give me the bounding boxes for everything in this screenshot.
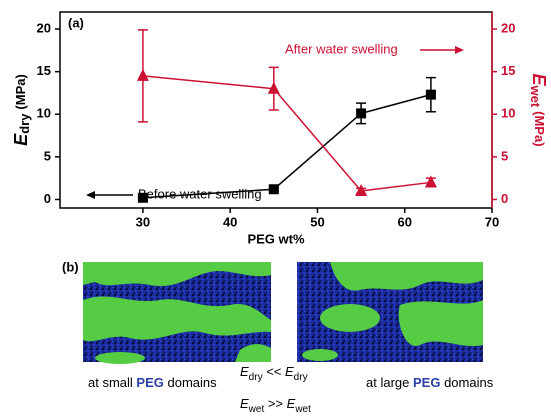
y-tick-label: 0 bbox=[44, 191, 51, 206]
y-tick-label: 20 bbox=[37, 20, 51, 35]
label-main: E bbox=[529, 73, 549, 86]
x-tick-label: 70 bbox=[485, 214, 499, 229]
caption-right: at large PEG domains bbox=[366, 375, 494, 390]
y2-tick-label: 5 bbox=[501, 148, 508, 163]
marker bbox=[425, 89, 436, 100]
panel-label: (b) bbox=[62, 259, 79, 274]
marker bbox=[136, 68, 149, 81]
micrograph-right bbox=[297, 262, 483, 362]
marker bbox=[424, 175, 437, 188]
y2-tick-label: 0 bbox=[501, 191, 508, 206]
label-unit: (MPa) bbox=[532, 111, 547, 146]
marker bbox=[137, 192, 148, 203]
y2-tick-label: 10 bbox=[501, 106, 515, 121]
micrograph-left bbox=[83, 262, 271, 364]
label-sub: dry bbox=[17, 113, 32, 134]
series-line bbox=[142, 75, 431, 192]
x-axis-label: PEG wt% bbox=[247, 231, 305, 246]
x-tick-label: 40 bbox=[223, 214, 237, 229]
x-tick-label: 50 bbox=[310, 214, 324, 229]
caption-left: at small PEG domains bbox=[88, 375, 217, 390]
y2-axis-label: Ewet (MPa) bbox=[528, 73, 550, 146]
y2-tick-label: 20 bbox=[501, 20, 515, 35]
annotation: After water swelling bbox=[285, 41, 398, 56]
panel-label: (a) bbox=[68, 15, 84, 30]
y2-tick-label: 15 bbox=[501, 63, 515, 78]
relation-dry: Edry << Edry bbox=[240, 364, 308, 382]
marker bbox=[268, 184, 279, 195]
x-tick-label: 30 bbox=[136, 214, 150, 229]
marker bbox=[356, 108, 367, 119]
y-tick-label: 15 bbox=[37, 63, 51, 78]
label-unit: (MPa) bbox=[13, 74, 28, 109]
y-tick-label: 5 bbox=[44, 148, 51, 163]
label-sub: wet bbox=[528, 84, 543, 107]
marker bbox=[267, 81, 280, 94]
y-axis-label: Edry (MPa) bbox=[11, 74, 33, 146]
label-main: E bbox=[11, 133, 31, 146]
y-tick-label: 10 bbox=[37, 106, 51, 121]
x-tick-label: 60 bbox=[397, 214, 411, 229]
series-line bbox=[142, 93, 432, 199]
arrow-head bbox=[86, 191, 95, 199]
relation-wet: Ewet >> Ewet bbox=[240, 396, 311, 414]
marker bbox=[355, 183, 368, 196]
arrow-head bbox=[455, 46, 464, 54]
